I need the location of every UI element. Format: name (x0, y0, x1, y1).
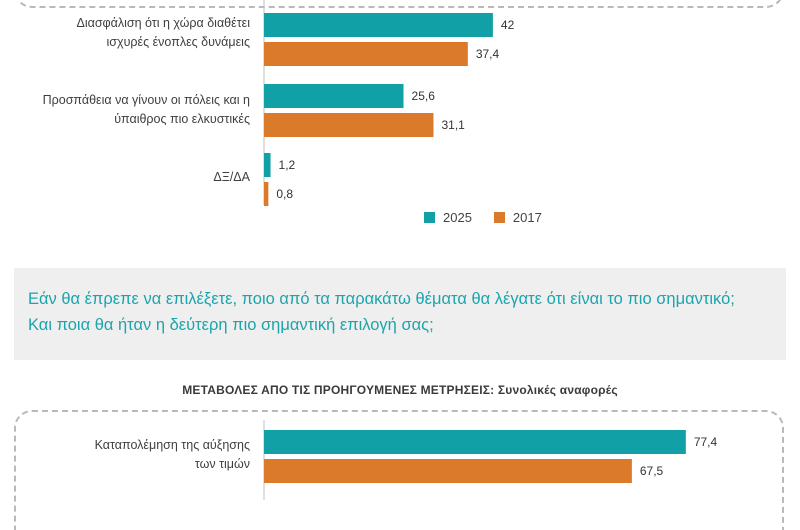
category-label-line: Προσπάθεια να γίνουν οι πόλεις και η (42, 93, 250, 107)
legend-label-2025: 2025 (443, 210, 472, 225)
subheading-bold: ΜΕΤΑΒΟΛΕΣ ΑΠΟ ΤΙΣ ΠΡΟΗΓΟΥΜΕΝΕΣ ΜΕΤΡΗΣΕΙΣ… (182, 383, 495, 397)
data-label-2017-0: 67,5 (640, 464, 664, 478)
data-label-2025-2: 1,2 (279, 158, 296, 172)
question-box: Εάν θα έπρεπε να επιλέξετε, ποιο από τα … (14, 268, 786, 360)
category-label-line: των τιμών (194, 457, 250, 471)
data-label-2017-0: 37,4 (476, 47, 500, 61)
category-label-price-increase: Καταπολέμηση της αύξησης των τιμών (10, 436, 250, 474)
legend-item-2025: 2025 (424, 210, 472, 225)
legend-swatch-2017 (493, 212, 505, 223)
bar-2025-2 (264, 153, 271, 177)
category-label-dk-na: ΔΞ/ΔΑ (10, 168, 250, 187)
legend-item-2017: 2017 (493, 210, 542, 225)
data-label-2025-0: 77,4 (694, 435, 718, 449)
category-label-line: Διασφάλιση ότι η χώρα διαθέτει (76, 16, 250, 30)
section-subheading: ΜΕΤΑΒΟΛΕΣ ΑΠΟ ΤΙΣ ΠΡΟΗΓΟΥΜΕΝΕΣ ΜΕΤΡΗΣΕΙΣ… (0, 383, 800, 397)
bar-2025-0 (264, 430, 686, 454)
chart-legend: 2025 2017 (424, 210, 564, 225)
category-label-line: ύπαιθρος πιο ελκυστικές (114, 112, 250, 126)
category-label-line: ισχυρές ένοπλες δυνάμεις (106, 35, 250, 49)
bar-2017-1 (264, 113, 434, 137)
chart-canvas: 42 25,6 1,2 37,4 31,1 0,8 77,4 67,5 (263, 0, 718, 500)
bottom-chart-frame (14, 410, 784, 530)
category-label-armed-forces: Διασφάλιση ότι η χώρα διαθέτει ισχυρές έ… (10, 14, 250, 52)
bar-2025-0 (264, 13, 493, 37)
bar-2017-0 (264, 42, 468, 66)
category-label-cities: Προσπάθεια να γίνουν οι πόλεις και η ύπα… (10, 91, 250, 129)
category-label-line: Καταπολέμηση της αύξησης (94, 438, 250, 452)
data-label-2025-1: 25,6 (412, 89, 436, 103)
legend-label-2017: 2017 (512, 210, 542, 225)
bar-2017-2 (264, 182, 269, 206)
bar-2025-1 (264, 84, 404, 108)
category-label-line: ΔΞ/ΔΑ (213, 170, 250, 184)
bar-2017-0 (264, 459, 632, 483)
question-text: Εάν θα έπρεπε να επιλέξετε, ποιο από τα … (28, 290, 735, 334)
data-label-2017-2: 0,8 (276, 187, 293, 201)
data-label-2017-1: 31,1 (441, 118, 465, 132)
subheading-rest: Συνολικές αναφορές (497, 383, 618, 397)
data-label-2025-0: 42 (501, 18, 515, 32)
legend-swatch-2025 (424, 212, 435, 223)
